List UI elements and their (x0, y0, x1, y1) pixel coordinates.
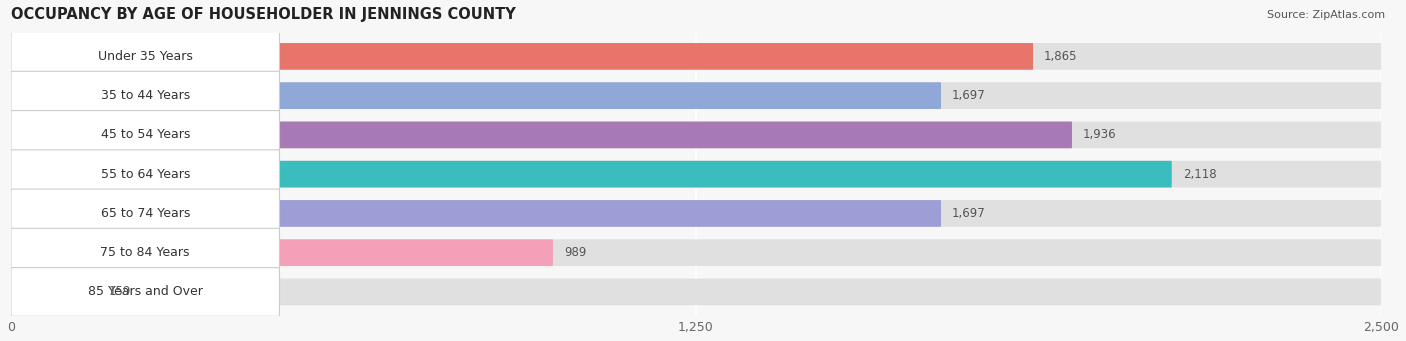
FancyBboxPatch shape (11, 82, 941, 109)
Text: 159: 159 (110, 285, 131, 298)
Text: 1,865: 1,865 (1045, 50, 1077, 63)
FancyBboxPatch shape (11, 150, 280, 198)
FancyBboxPatch shape (11, 200, 1381, 227)
Text: 75 to 84 Years: 75 to 84 Years (100, 246, 190, 259)
Text: 55 to 64 Years: 55 to 64 Years (101, 168, 190, 181)
FancyBboxPatch shape (11, 189, 280, 238)
Text: 45 to 54 Years: 45 to 54 Years (101, 129, 190, 142)
FancyBboxPatch shape (11, 71, 280, 120)
Text: 2,118: 2,118 (1182, 168, 1216, 181)
Text: 1,697: 1,697 (952, 207, 986, 220)
FancyBboxPatch shape (11, 43, 1381, 70)
FancyBboxPatch shape (11, 279, 98, 305)
FancyBboxPatch shape (11, 110, 280, 159)
FancyBboxPatch shape (11, 279, 1381, 305)
Text: Source: ZipAtlas.com: Source: ZipAtlas.com (1267, 10, 1385, 20)
FancyBboxPatch shape (11, 239, 553, 266)
FancyBboxPatch shape (11, 239, 1381, 266)
FancyBboxPatch shape (11, 200, 941, 227)
Text: 65 to 74 Years: 65 to 74 Years (101, 207, 190, 220)
Text: 1,697: 1,697 (952, 89, 986, 102)
FancyBboxPatch shape (11, 161, 1381, 188)
FancyBboxPatch shape (11, 43, 1033, 70)
Text: 85 Years and Over: 85 Years and Over (87, 285, 202, 298)
FancyBboxPatch shape (11, 228, 280, 277)
Text: Under 35 Years: Under 35 Years (98, 50, 193, 63)
Text: 989: 989 (564, 246, 586, 259)
FancyBboxPatch shape (11, 121, 1071, 148)
FancyBboxPatch shape (11, 82, 1381, 109)
FancyBboxPatch shape (11, 161, 1171, 188)
FancyBboxPatch shape (11, 268, 280, 316)
Text: 1,936: 1,936 (1083, 129, 1116, 142)
Text: 35 to 44 Years: 35 to 44 Years (101, 89, 190, 102)
FancyBboxPatch shape (11, 32, 280, 81)
FancyBboxPatch shape (11, 121, 1381, 148)
Text: OCCUPANCY BY AGE OF HOUSEHOLDER IN JENNINGS COUNTY: OCCUPANCY BY AGE OF HOUSEHOLDER IN JENNI… (11, 7, 516, 22)
